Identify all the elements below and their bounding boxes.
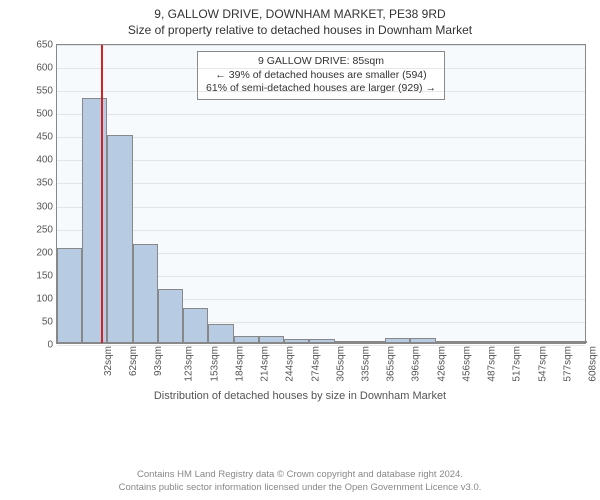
y-tick-label: 100 bbox=[36, 293, 57, 304]
grid-line bbox=[57, 230, 585, 231]
histogram-bar bbox=[511, 341, 536, 343]
x-tick-label: 214sqm bbox=[260, 346, 271, 382]
x-tick-label: 547sqm bbox=[537, 346, 548, 382]
histogram-bar bbox=[284, 339, 309, 343]
callout-line-2: ← 39% of detached houses are smaller (59… bbox=[206, 69, 436, 83]
x-tick-label: 335sqm bbox=[361, 346, 372, 382]
chart-title: 9, GALLOW DRIVE, DOWNHAM MARKET, PE38 9R… bbox=[0, 0, 600, 38]
x-tick-label: 305sqm bbox=[335, 346, 346, 382]
footer-attribution: Contains HM Land Registry data © Crown c… bbox=[0, 469, 600, 494]
x-tick-label: 456sqm bbox=[462, 346, 473, 382]
histogram-bar bbox=[259, 336, 284, 343]
x-tick-label: 123sqm bbox=[184, 346, 195, 382]
histogram-bar bbox=[410, 338, 435, 343]
x-tick-label: 153sqm bbox=[209, 346, 220, 382]
x-tick-label: 184sqm bbox=[234, 346, 245, 382]
x-tick-label: 517sqm bbox=[512, 346, 523, 382]
y-tick-label: 500 bbox=[36, 109, 57, 120]
histogram-bar bbox=[82, 98, 107, 343]
y-tick-label: 450 bbox=[36, 132, 57, 143]
grid-line bbox=[57, 137, 585, 138]
histogram-bar bbox=[107, 135, 132, 343]
histogram-bar bbox=[562, 341, 587, 343]
histogram-bar bbox=[335, 341, 360, 343]
callout-line-3: 61% of semi-detached houses are larger (… bbox=[206, 82, 436, 96]
grid-line bbox=[57, 91, 585, 92]
plot-area: 9 GALLOW DRIVE: 85sqm ← 39% of detached … bbox=[56, 44, 586, 344]
x-tick-label: 93sqm bbox=[153, 346, 164, 376]
histogram-bar bbox=[234, 336, 259, 343]
chart-container: Number of detached properties 9 GALLOW D… bbox=[0, 40, 600, 410]
histogram-bar bbox=[158, 289, 183, 343]
x-tick-label: 365sqm bbox=[386, 346, 397, 382]
y-tick-label: 250 bbox=[36, 224, 57, 235]
x-tick-label: 244sqm bbox=[285, 346, 296, 382]
histogram-bar bbox=[309, 339, 334, 343]
histogram-bar bbox=[537, 341, 562, 343]
y-tick-label: 50 bbox=[42, 316, 57, 327]
x-tick-label: 577sqm bbox=[562, 346, 573, 382]
y-tick-label: 650 bbox=[36, 40, 57, 51]
y-tick-label: 200 bbox=[36, 247, 57, 258]
grid-line bbox=[57, 114, 585, 115]
footer-line-2: Contains public sector information licen… bbox=[0, 482, 600, 494]
y-tick-label: 550 bbox=[36, 86, 57, 97]
y-tick-label: 350 bbox=[36, 178, 57, 189]
histogram-bar bbox=[57, 248, 82, 343]
y-tick-label: 600 bbox=[36, 63, 57, 74]
histogram-bar bbox=[183, 308, 208, 343]
x-tick-label: 426sqm bbox=[436, 346, 447, 382]
y-tick-label: 300 bbox=[36, 201, 57, 212]
x-tick-label: 396sqm bbox=[411, 346, 422, 382]
callout-box: 9 GALLOW DRIVE: 85sqm ← 39% of detached … bbox=[197, 51, 445, 100]
footer-line-1: Contains HM Land Registry data © Crown c… bbox=[0, 469, 600, 481]
y-tick-label: 400 bbox=[36, 155, 57, 166]
grid-line bbox=[57, 207, 585, 208]
y-tick-label: 150 bbox=[36, 270, 57, 281]
x-axis-label: Distribution of detached houses by size … bbox=[0, 390, 600, 410]
callout-line-1: 9 GALLOW DRIVE: 85sqm bbox=[206, 55, 436, 69]
x-tick-label: 274sqm bbox=[310, 346, 321, 382]
x-tick-label: 487sqm bbox=[487, 346, 498, 382]
grid-line bbox=[57, 45, 585, 46]
grid-line bbox=[57, 68, 585, 69]
title-line-1: 9, GALLOW DRIVE, DOWNHAM MARKET, PE38 9R… bbox=[0, 6, 600, 22]
histogram-bar bbox=[208, 324, 233, 343]
x-tick-label: 608sqm bbox=[588, 346, 599, 382]
histogram-bar bbox=[133, 244, 158, 343]
histogram-bar bbox=[461, 341, 486, 343]
histogram-bar bbox=[360, 341, 385, 343]
grid-line bbox=[57, 160, 585, 161]
histogram-bar bbox=[486, 341, 511, 343]
x-tick-label: 32sqm bbox=[103, 346, 114, 376]
property-marker-line bbox=[101, 45, 103, 343]
title-line-2: Size of property relative to detached ho… bbox=[0, 22, 600, 38]
x-tick-label: 62sqm bbox=[128, 346, 139, 376]
histogram-bar bbox=[436, 341, 461, 343]
histogram-bar bbox=[385, 338, 410, 343]
grid-line bbox=[57, 183, 585, 184]
